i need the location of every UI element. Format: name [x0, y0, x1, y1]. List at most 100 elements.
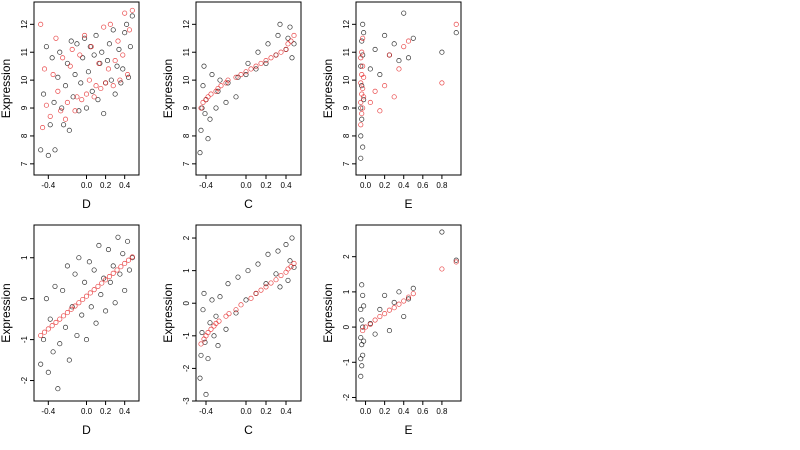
red-data-point [288, 38, 294, 44]
red-data-point [253, 290, 259, 296]
y-tick-label: 1 [20, 255, 29, 260]
black-data-point [120, 66, 126, 72]
x-tick-label: 0.4 [119, 181, 131, 190]
black-data-point [233, 94, 239, 100]
y-tick-label: 7 [182, 161, 191, 166]
black-data-point [79, 312, 85, 318]
red-data-point [396, 66, 402, 72]
red-data-point [205, 330, 211, 336]
black-data-point [55, 74, 61, 80]
red-data-point [405, 38, 412, 44]
y-tick-label: 9 [342, 105, 351, 110]
red-data-point [91, 287, 97, 293]
red-data-point [53, 319, 59, 325]
x-tick-label: 0.2 [260, 407, 272, 416]
red-data-point [285, 266, 291, 272]
plot-frame [355, 1, 462, 176]
red-data-point [263, 58, 269, 64]
red-data-point [47, 113, 53, 119]
black-data-point [98, 292, 104, 298]
black-data-point [358, 133, 364, 139]
black-data-point [359, 116, 365, 122]
y-tick-label: 8 [342, 133, 351, 138]
black-data-point [265, 251, 271, 257]
y-tick-label: 2 [342, 254, 351, 259]
black-data-point [43, 44, 49, 50]
red-data-point [96, 60, 102, 66]
scatter-panel-top-middle: -0.4 0.0 0.2 0.4 7 8 9 10 11 12 C Expression [161, 1, 302, 211]
black-data-point [245, 60, 251, 66]
red-data-point [88, 44, 94, 50]
x-tick-label: 0.6 [417, 407, 429, 416]
scatter-panel-top-left: -0.4 0.0 0.2 0.4 7 8 9 10 11 12 D Expression [0, 1, 140, 211]
red-data-point [283, 46, 289, 52]
red-data-point [372, 88, 378, 94]
black-data-point [83, 105, 90, 111]
black-data-point [358, 63, 364, 69]
black-data-point [205, 356, 211, 362]
red-data-point [53, 35, 59, 41]
black-data-point [62, 83, 69, 89]
black-data-point [211, 333, 217, 339]
red-data-point [117, 77, 123, 83]
y-axis-title: Expression [0, 59, 13, 118]
y-tick-label: 10 [182, 75, 191, 84]
black-data-point [359, 83, 365, 89]
black-data-point [72, 271, 78, 277]
black-data-point [91, 267, 97, 273]
black-data-point [47, 122, 53, 128]
red-data-point [126, 27, 133, 33]
black-data-point [401, 10, 407, 16]
black-data-point [360, 324, 366, 330]
y-axis-title: Expression [161, 59, 175, 118]
black-data-point [86, 259, 92, 265]
black-data-point [287, 258, 293, 264]
red-data-point [103, 277, 109, 283]
y-tick-label: 7 [342, 161, 351, 166]
red-data-point [62, 116, 69, 122]
red-data-point [106, 274, 112, 280]
black-data-point [360, 292, 366, 298]
red-data-point [253, 63, 259, 69]
black-data-point [129, 13, 135, 19]
black-data-point [439, 229, 445, 235]
black-data-point [225, 281, 231, 287]
red-data-point [107, 21, 113, 27]
y-tick-label: 0 [182, 300, 191, 305]
black-data-point [396, 289, 402, 295]
red-data-point [208, 91, 214, 97]
black-data-point [359, 363, 365, 369]
black-data-point [118, 80, 124, 86]
red-data-point [122, 10, 128, 16]
red-data-point [57, 316, 63, 322]
red-data-point [110, 83, 116, 89]
red-data-point [453, 21, 459, 27]
red-data-point [401, 298, 407, 304]
y-tick-label: 1 [182, 268, 191, 273]
y-tick-label: 11 [20, 48, 29, 57]
black-data-point [205, 136, 211, 142]
red-data-point [372, 317, 378, 323]
black-data-point [386, 328, 392, 334]
red-data-point [215, 85, 221, 92]
black-data-point [85, 69, 91, 75]
red-data-point [124, 71, 131, 78]
red-data-point [362, 324, 369, 330]
black-data-point [70, 94, 76, 100]
red-data-point [79, 97, 85, 103]
x-tick-label: 0.2 [260, 181, 272, 190]
black-data-point [50, 349, 56, 355]
red-data-point [101, 24, 107, 30]
red-data-point [55, 88, 61, 94]
red-data-point [95, 283, 101, 289]
red-data-point [69, 46, 75, 52]
black-data-point [358, 335, 364, 341]
black-data-point [391, 41, 397, 47]
red-data-point [203, 333, 209, 339]
x-tick-label: 0.4 [398, 407, 410, 416]
black-data-point [47, 316, 53, 322]
black-data-point [122, 287, 128, 294]
black-data-point [255, 49, 261, 55]
black-data-point [199, 330, 205, 336]
plot-frame [195, 1, 302, 176]
